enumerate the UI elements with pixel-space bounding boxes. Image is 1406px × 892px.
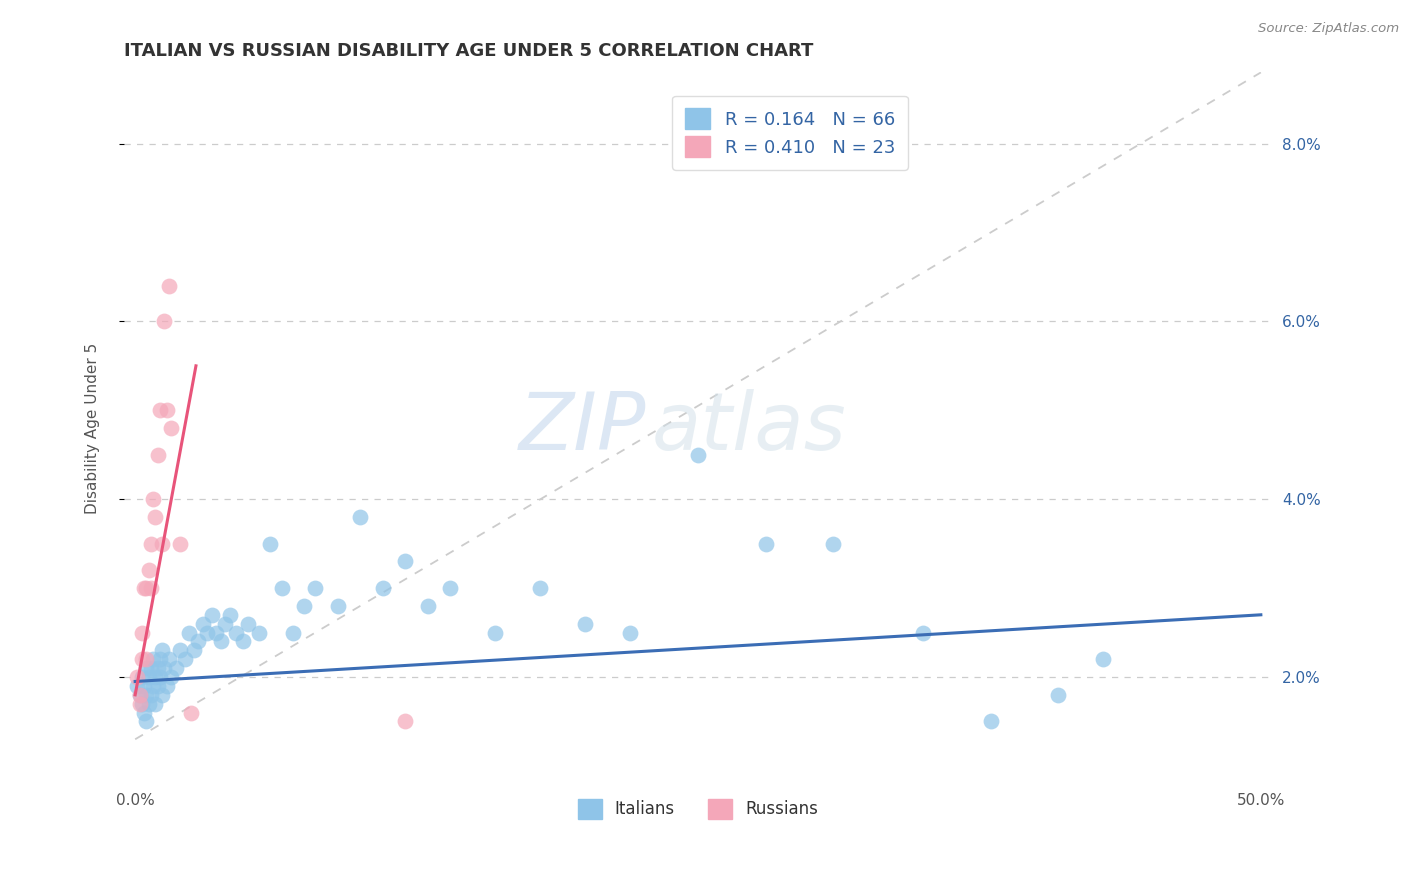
Point bbox=[214, 616, 236, 631]
Point bbox=[180, 706, 202, 720]
Point bbox=[259, 536, 281, 550]
Point bbox=[529, 581, 551, 595]
Point bbox=[131, 625, 153, 640]
Point bbox=[205, 625, 228, 640]
Point bbox=[135, 714, 157, 729]
Point bbox=[156, 403, 179, 417]
Point bbox=[1047, 688, 1070, 702]
Y-axis label: Disability Age Under 5: Disability Age Under 5 bbox=[86, 343, 100, 514]
Point bbox=[149, 670, 172, 684]
Point bbox=[371, 581, 394, 595]
Point bbox=[153, 314, 176, 328]
Point bbox=[128, 688, 150, 702]
Point bbox=[145, 697, 167, 711]
Point bbox=[138, 697, 160, 711]
Point bbox=[173, 652, 195, 666]
Point bbox=[146, 661, 169, 675]
Point bbox=[131, 670, 153, 684]
Point bbox=[139, 688, 162, 702]
Text: ITALIAN VS RUSSIAN DISABILITY AGE UNDER 5 CORRELATION CHART: ITALIAN VS RUSSIAN DISABILITY AGE UNDER … bbox=[124, 42, 813, 60]
Point bbox=[146, 679, 169, 693]
Point bbox=[619, 625, 641, 640]
Point bbox=[209, 634, 232, 648]
Point bbox=[134, 679, 156, 693]
Point bbox=[135, 652, 157, 666]
Point bbox=[247, 625, 270, 640]
Point bbox=[150, 688, 173, 702]
Point bbox=[574, 616, 596, 631]
Point bbox=[326, 599, 349, 613]
Point bbox=[128, 697, 150, 711]
Point bbox=[191, 616, 214, 631]
Point bbox=[146, 448, 169, 462]
Point bbox=[179, 625, 201, 640]
Point bbox=[439, 581, 461, 595]
Point bbox=[134, 581, 156, 595]
Point bbox=[142, 652, 165, 666]
Point bbox=[394, 714, 416, 729]
Point bbox=[225, 625, 247, 640]
Point bbox=[134, 706, 156, 720]
Point bbox=[142, 679, 165, 693]
Point bbox=[157, 652, 180, 666]
Point bbox=[484, 625, 506, 640]
Point bbox=[823, 536, 845, 550]
Point bbox=[201, 607, 224, 622]
Point bbox=[138, 563, 160, 577]
Point bbox=[139, 536, 162, 550]
Legend: Italians, Russians: Italians, Russians bbox=[571, 793, 824, 825]
Point bbox=[135, 661, 157, 675]
Point bbox=[236, 616, 259, 631]
Point bbox=[416, 599, 439, 613]
Text: Source: ZipAtlas.com: Source: ZipAtlas.com bbox=[1258, 22, 1399, 36]
Point bbox=[157, 278, 180, 293]
Point bbox=[912, 625, 935, 640]
Point bbox=[128, 688, 150, 702]
Point bbox=[195, 625, 218, 640]
Point bbox=[686, 448, 709, 462]
Point bbox=[145, 670, 167, 684]
Point bbox=[150, 536, 173, 550]
Point bbox=[138, 670, 160, 684]
Point bbox=[218, 607, 240, 622]
Point bbox=[135, 581, 157, 595]
Point bbox=[127, 670, 149, 684]
Point bbox=[281, 625, 304, 640]
Point bbox=[394, 554, 416, 568]
Point bbox=[270, 581, 292, 595]
Text: ZIP: ZIP bbox=[519, 389, 647, 467]
Point bbox=[232, 634, 254, 648]
Text: atlas: atlas bbox=[652, 389, 846, 467]
Point bbox=[1092, 652, 1115, 666]
Point bbox=[304, 581, 326, 595]
Point bbox=[135, 688, 157, 702]
Point bbox=[187, 634, 209, 648]
Point bbox=[165, 661, 187, 675]
Point bbox=[149, 652, 172, 666]
Point bbox=[142, 492, 165, 507]
Point bbox=[145, 510, 167, 524]
Point bbox=[153, 661, 176, 675]
Point bbox=[169, 643, 191, 657]
Point bbox=[150, 643, 173, 657]
Point bbox=[131, 652, 153, 666]
Point bbox=[980, 714, 1002, 729]
Point bbox=[156, 679, 179, 693]
Point bbox=[160, 421, 183, 435]
Point bbox=[160, 670, 183, 684]
Point bbox=[127, 679, 149, 693]
Point bbox=[349, 510, 371, 524]
Point bbox=[139, 661, 162, 675]
Point bbox=[183, 643, 205, 657]
Point bbox=[169, 536, 191, 550]
Point bbox=[754, 536, 776, 550]
Point bbox=[131, 697, 153, 711]
Point bbox=[292, 599, 315, 613]
Point bbox=[149, 403, 172, 417]
Point bbox=[139, 581, 162, 595]
